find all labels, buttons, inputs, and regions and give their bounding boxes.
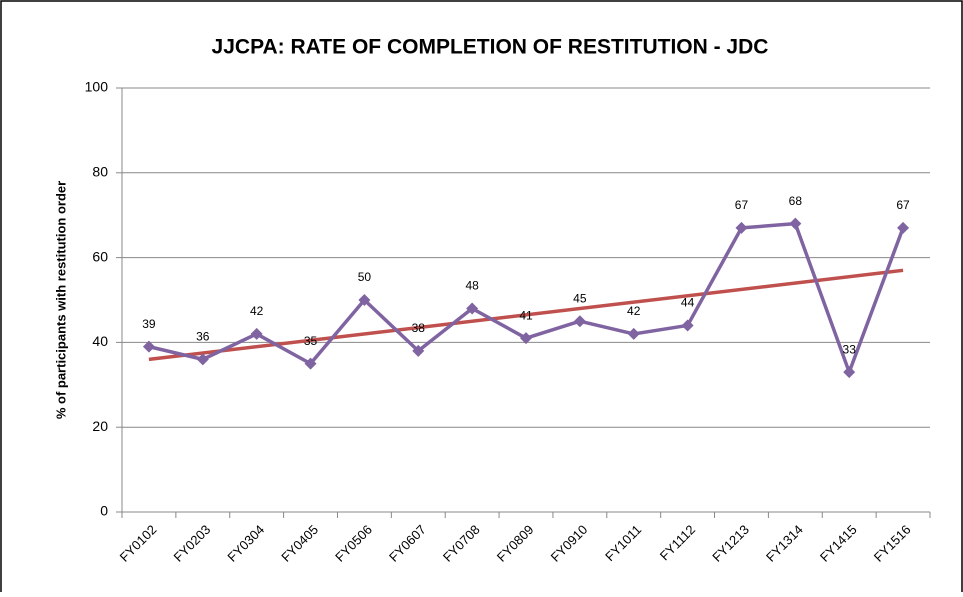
x-tick-label: FY0506: [332, 522, 375, 565]
data-label: 41: [519, 308, 533, 322]
y-axis-label: % of participants with restitution order: [53, 181, 68, 419]
data-label: 44: [681, 296, 695, 310]
chart-title: JJCPA: RATE OF COMPLETION OF RESTITUTION…: [212, 36, 769, 59]
point-marker: [358, 294, 371, 306]
x-tick-label: FY1314: [763, 522, 806, 565]
data-label: 39: [142, 317, 156, 331]
y-tick-label: 20: [92, 418, 108, 434]
data-label: 35: [304, 334, 318, 348]
data-label: 38: [412, 321, 426, 335]
point-marker: [520, 332, 532, 345]
x-tick-label: FY0607: [386, 522, 429, 565]
x-tick-label: FY0203: [171, 522, 214, 565]
x-tick-label: FY0102: [117, 522, 160, 565]
point-marker: [897, 221, 910, 234]
x-tick-label: FY0708: [440, 522, 483, 565]
point-marker: [196, 353, 209, 366]
data-label: 45: [573, 291, 587, 305]
data-label: 67: [896, 198, 910, 212]
y-tick-label: 0: [100, 503, 108, 519]
point-marker: [681, 319, 694, 332]
point-marker: [573, 315, 586, 328]
series-line: [148, 221, 905, 374]
x-tick-label: FY0405: [278, 522, 321, 565]
x-tick-label: FY0809: [494, 522, 537, 565]
x-tick-label: FY1415: [817, 522, 860, 565]
x-tick-label: FY0304: [224, 522, 267, 565]
y-tick-label: 100: [85, 79, 109, 95]
point-marker: [789, 217, 802, 230]
x-tick-label: FY0910: [548, 522, 591, 565]
x-tick-label: FY1112: [657, 522, 698, 563]
point-marker: [250, 327, 263, 340]
data-label: 36: [196, 330, 210, 344]
data-label: 33: [843, 342, 857, 356]
point-marker: [735, 221, 748, 234]
data-label: 42: [627, 304, 641, 318]
x-tick-label: FY1011: [602, 522, 644, 564]
point-marker: [627, 327, 640, 340]
y-tick-label: 40: [92, 333, 108, 349]
data-label: 42: [250, 304, 264, 318]
point-marker: [304, 357, 317, 370]
data-label: 68: [789, 194, 803, 208]
data-label: 48: [465, 279, 479, 293]
y-tick-label: 80: [92, 164, 108, 180]
point-marker: [412, 344, 425, 357]
x-tick-label: FY1213: [709, 522, 752, 565]
data-label: 50: [358, 270, 372, 284]
y-tick-label: 60: [92, 248, 108, 264]
data-label: 67: [735, 198, 749, 212]
point-marker: [843, 366, 856, 379]
point-marker: [142, 340, 155, 353]
point-marker: [466, 302, 479, 315]
x-tick-label: FY1516: [871, 522, 914, 565]
